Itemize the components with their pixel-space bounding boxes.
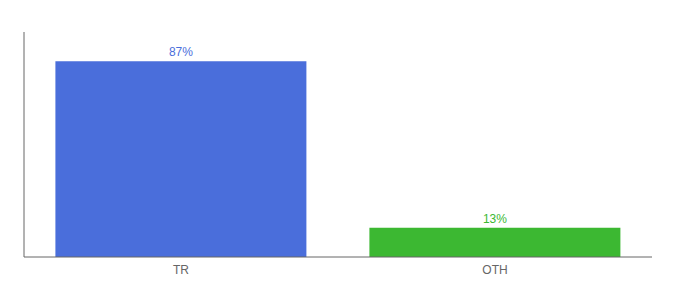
svg-text:87%: 87% [169,45,193,59]
svg-text:OTH: OTH [482,263,507,277]
svg-text:TR: TR [173,263,189,277]
svg-text:13%: 13% [483,212,507,226]
